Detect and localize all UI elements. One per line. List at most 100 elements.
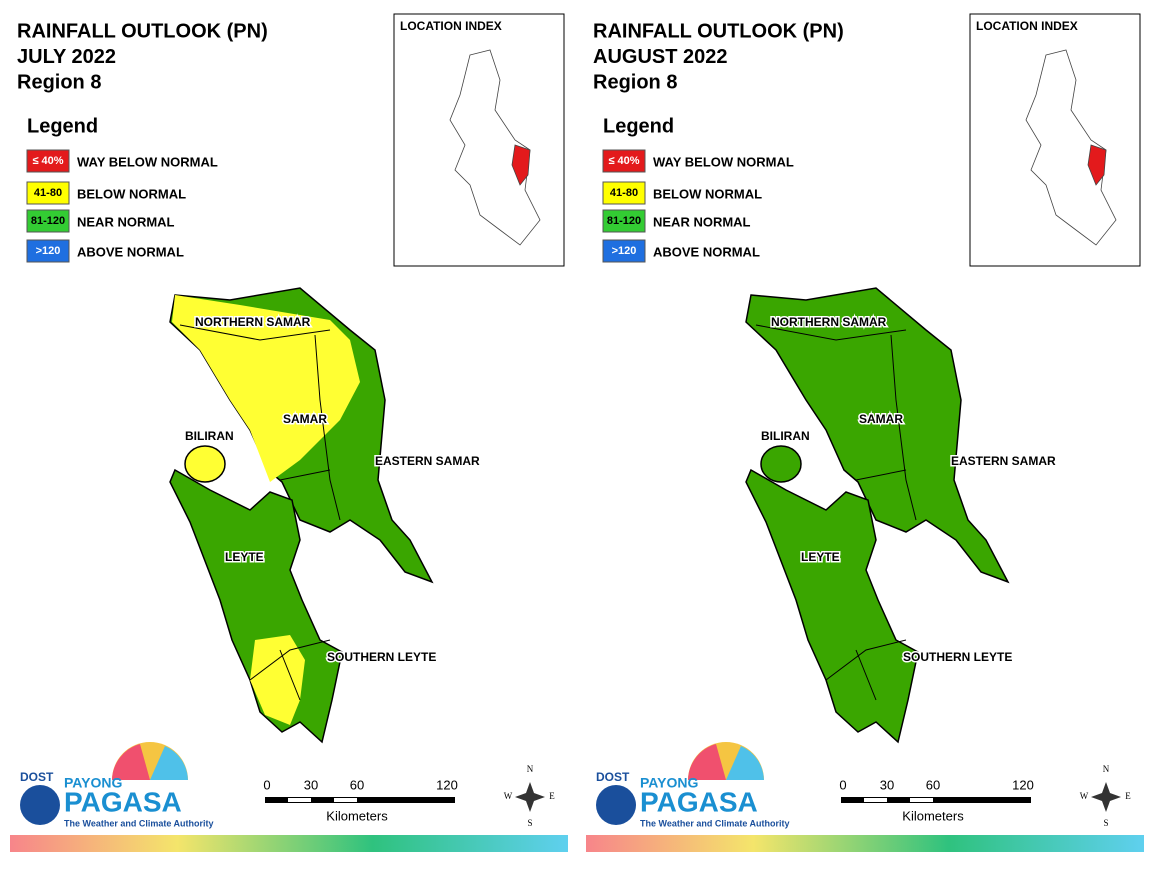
province-label: EASTERN SAMAR <box>375 454 480 468</box>
logo-umbrella-left <box>688 744 726 780</box>
logo-brand: PAGASA <box>640 786 758 817</box>
legend-label: BELOW NORMAL <box>77 186 186 201</box>
scale-label: 120 <box>436 777 458 792</box>
legend-label: BELOW NORMAL <box>653 186 762 201</box>
logo-agency: DOST <box>20 770 54 784</box>
scale-label: 30 <box>304 777 318 792</box>
below-normal-zone <box>172 295 360 482</box>
scale-label: 60 <box>926 777 940 792</box>
legend-code: 41-80 <box>34 187 62 199</box>
title-line: JULY 2022 <box>17 46 116 68</box>
logo-umbrella-left <box>112 744 150 780</box>
legend-label: ABOVE NORMAL <box>653 244 760 259</box>
province-label: EASTERN SAMAR <box>951 454 1056 468</box>
compass-rose <box>1091 782 1121 812</box>
below-normal-zone <box>250 635 305 725</box>
legend-label: NEAR NORMAL <box>77 214 175 229</box>
biliran <box>184 445 226 483</box>
legend-code: 81-120 <box>607 215 641 227</box>
compass-letter: W <box>1080 791 1089 801</box>
logo-seal <box>20 785 60 825</box>
legend-swatch <box>602 181 646 205</box>
footer-gradient <box>586 835 1144 852</box>
scale-label: 30 <box>880 777 894 792</box>
legend-code: 41-80 <box>610 187 638 199</box>
region-8 <box>511 144 531 186</box>
province-label: LEYTE <box>801 550 840 564</box>
legend-label: WAY BELOW NORMAL <box>77 154 218 169</box>
logo-umbrella-right <box>726 746 764 780</box>
footer-gradient <box>10 835 568 852</box>
samar <box>745 287 1010 584</box>
compass-letter: E <box>1125 791 1131 801</box>
scale-label: 120 <box>1012 777 1034 792</box>
legend-swatch <box>26 239 70 263</box>
scale-label: 0 <box>839 777 846 792</box>
province-boundary <box>179 324 341 701</box>
scale-unit: Kilometers <box>902 808 964 823</box>
province-label: BILIRAN <box>185 429 234 443</box>
scale-bar-white <box>288 798 311 802</box>
legend-code: >120 <box>612 245 637 257</box>
legend-swatch <box>602 209 646 233</box>
compass-letter: E <box>549 791 555 801</box>
panel: RAINFALL OUTLOOK (PN) AUGUST 2022 Region 8… <box>586 13 1144 852</box>
legend-swatch <box>26 149 70 173</box>
legend-code: 81-120 <box>31 215 65 227</box>
biliran <box>760 445 802 483</box>
legend-swatch <box>602 239 646 263</box>
province-boundary <box>755 324 917 701</box>
province-label: SOUTHERN LEYTE <box>903 650 1012 664</box>
scale-label: 60 <box>350 777 364 792</box>
title-line: Region 8 <box>593 71 677 93</box>
compass-rose <box>515 782 545 812</box>
legend-title: Legend <box>603 115 674 137</box>
scale-bar-white <box>910 798 933 802</box>
logo-brand-top: PAYONG <box>640 775 698 791</box>
legend-code: ≤ 40% <box>32 155 63 167</box>
scale-bar-white <box>334 798 357 802</box>
philippines <box>1025 49 1117 246</box>
title-line: AUGUST 2022 <box>593 46 728 68</box>
province-label: SOUTHERN LEYTE <box>327 650 436 664</box>
logo-tagline: The Weather and Climate Authority <box>64 818 214 828</box>
province-label: NORTHERN SAMAR <box>771 315 887 329</box>
legend-label: NEAR NORMAL <box>653 214 751 229</box>
panel: RAINFALL OUTLOOK (PN) JULY 2022 Region 8 Le… <box>10 13 568 852</box>
compass-letter: N <box>527 764 534 774</box>
province-label: LEYTE <box>225 550 264 564</box>
location-index-label: LOCATION INDEX <box>400 19 502 33</box>
location-index-label: LOCATION INDEX <box>976 19 1078 33</box>
logo-brand-top: PAYONG <box>64 775 122 791</box>
logo-tagline: The Weather and Climate Authority <box>640 818 790 828</box>
title-line: RAINFALL OUTLOOK (PN) <box>593 20 844 42</box>
scale-bar <box>841 797 1031 803</box>
philippines <box>449 49 541 246</box>
legend-swatch <box>26 209 70 233</box>
legend-label: WAY BELOW NORMAL <box>653 154 794 169</box>
title-line: RAINFALL OUTLOOK (PN) <box>17 20 268 42</box>
legend-swatch <box>26 181 70 205</box>
scale-bar <box>265 797 455 803</box>
region-8 <box>1087 144 1107 186</box>
legend-code: ≤ 40% <box>608 155 639 167</box>
legend-title: Legend <box>27 115 98 137</box>
legend-label: ABOVE NORMAL <box>77 244 184 259</box>
logo-agency: DOST <box>596 770 630 784</box>
province-label: SAMAR <box>859 412 903 426</box>
compass-letter: S <box>1103 818 1108 828</box>
scale-label: 0 <box>263 777 270 792</box>
province-label: NORTHERN SAMAR <box>195 315 311 329</box>
compass-letter: N <box>1103 764 1110 774</box>
title-line: Region 8 <box>17 71 101 93</box>
legend-swatch <box>602 149 646 173</box>
compass-letter: W <box>504 791 513 801</box>
scale-bar-white <box>864 798 887 802</box>
logo-umbrella-right <box>150 746 188 780</box>
leyte <box>745 468 919 744</box>
scale-unit: Kilometers <box>326 808 388 823</box>
legend-code: >120 <box>36 245 61 257</box>
province-label: BILIRAN <box>761 429 810 443</box>
logo-brand: PAGASA <box>64 786 182 817</box>
